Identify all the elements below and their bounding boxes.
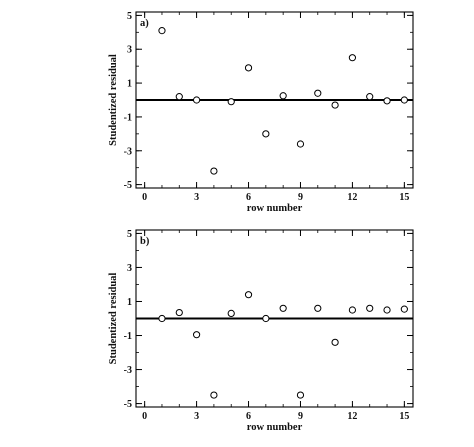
y-tick-label: -5 [124, 180, 132, 191]
residual-plot-panel-a: 0 3 6 9 12 15 5 3 1 -1 -3 -5 a) row number Studentized… [108, 11, 414, 214]
data-point [279, 92, 287, 100]
data-point [314, 304, 322, 312]
x-tick-label: 6 [246, 192, 251, 203]
y-tick-label: 5 [127, 11, 132, 22]
x-tick-label: 12 [347, 192, 357, 203]
data-point [158, 27, 166, 35]
y-tick-label: 3 [127, 263, 132, 274]
data-point [227, 98, 235, 106]
x-tick-label: 3 [194, 192, 199, 203]
data-point [175, 93, 183, 101]
x-tick-label: 6 [246, 411, 251, 422]
y-tick-label: 3 [127, 45, 132, 56]
panel-label: b) [140, 236, 150, 247]
data-point [296, 140, 305, 148]
data-point [227, 309, 235, 317]
y-tick-label: -1 [124, 331, 132, 342]
y-axis-title: Studentized residual [108, 54, 119, 146]
panel-label: a) [140, 18, 149, 29]
x-axis-title: row number [247, 422, 303, 433]
data-point [348, 306, 357, 314]
data-point [192, 331, 201, 339]
y-tick-label: 1 [127, 79, 132, 90]
data-point [366, 93, 374, 101]
x-tick-label: 15 [399, 192, 409, 203]
y-tick-label: -1 [124, 112, 132, 123]
data-point [366, 304, 374, 312]
y-tick-label: -3 [124, 146, 132, 157]
data-point [348, 54, 357, 62]
data-point [262, 314, 270, 323]
y-axis-title: Studentized residual [108, 273, 119, 365]
data-point [331, 101, 339, 109]
x-tick-label: 3 [194, 411, 199, 422]
data-point [314, 89, 322, 97]
data-point [331, 338, 339, 346]
y-tick-label: 1 [127, 297, 132, 308]
x-axis-title: row number [247, 203, 303, 214]
data-point [400, 305, 408, 313]
residual-plot-panel-b: 0 3 6 9 12 15 5 3 1 -1 -3 -5 b) row number Studentized… [108, 229, 414, 433]
data-point [210, 391, 218, 399]
y-tick-label: -3 [124, 365, 132, 376]
x-tick-label: 12 [347, 411, 357, 422]
data-point [210, 167, 218, 175]
data-point [262, 130, 270, 138]
data-point [383, 97, 391, 105]
data-point [244, 291, 253, 299]
x-tick-label: 0 [142, 411, 147, 422]
x-tick-label: 15 [399, 411, 409, 422]
data-point [175, 308, 183, 317]
x-tick-label: 0 [142, 192, 147, 203]
data-point [279, 304, 287, 312]
x-tick-label: 9 [298, 411, 303, 422]
y-tick-label: 5 [127, 229, 132, 240]
data-point [192, 96, 201, 104]
data-point [296, 391, 305, 399]
y-tick-label: -5 [124, 399, 132, 410]
x-tick-label: 9 [298, 192, 303, 203]
data-point [383, 306, 391, 314]
data-point [158, 314, 166, 323]
data-point [244, 64, 253, 72]
data-point [400, 96, 408, 104]
